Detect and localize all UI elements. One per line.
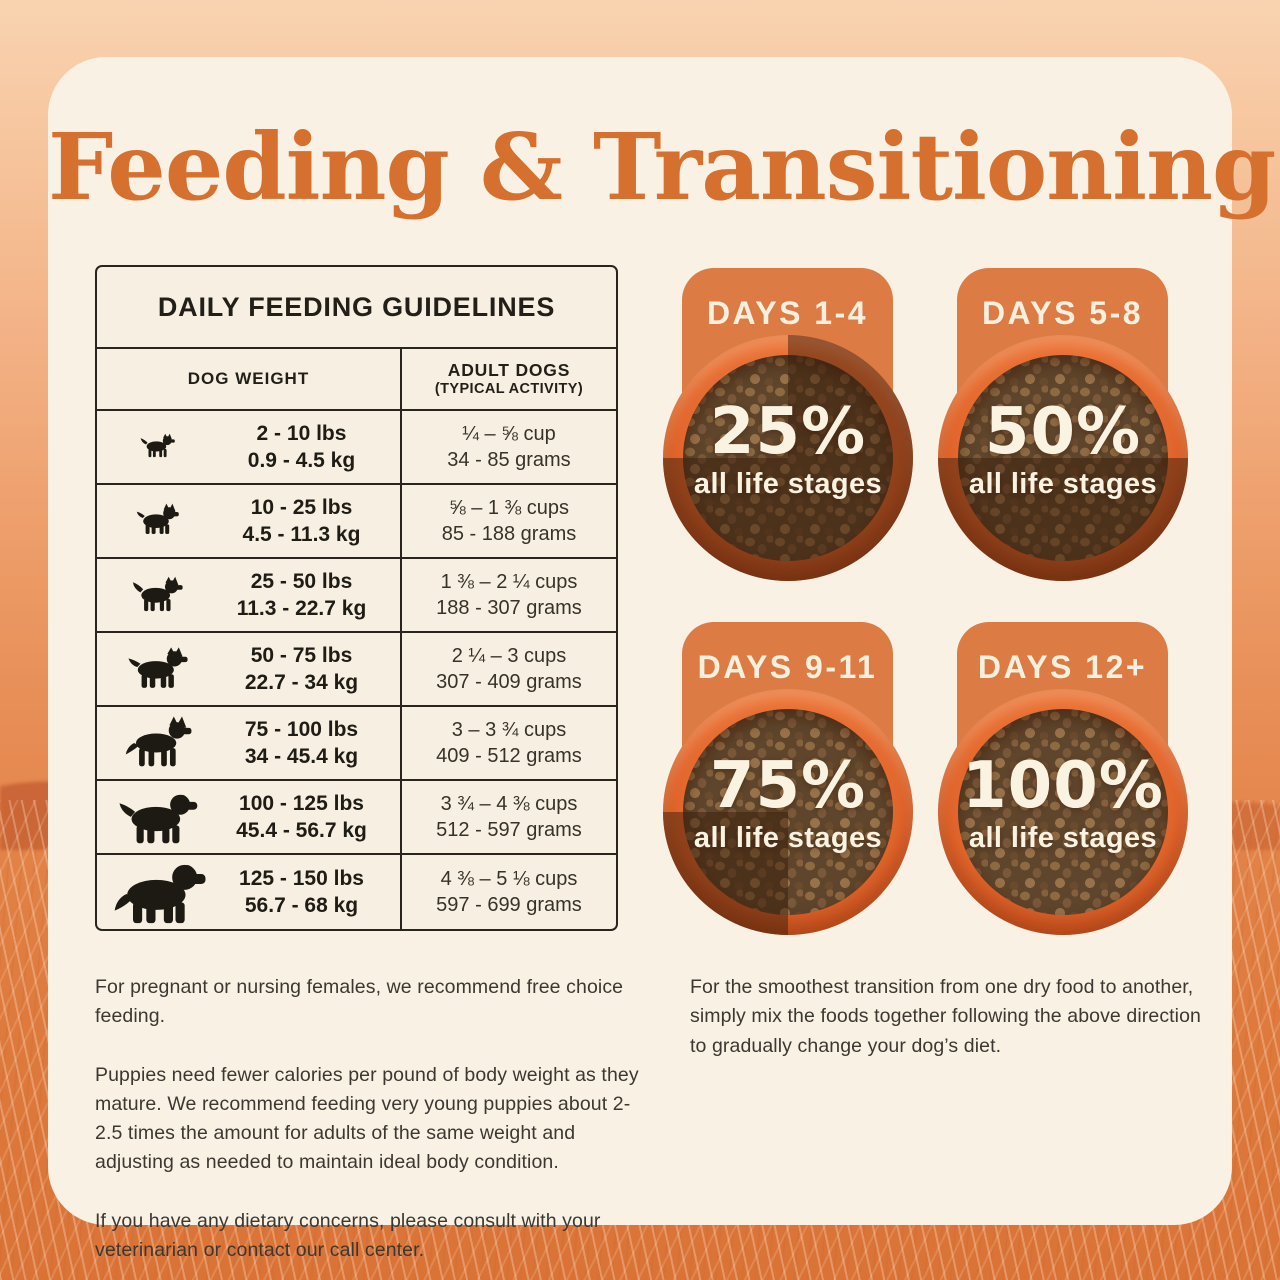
husky-icon — [97, 573, 219, 618]
kibble-bowl: 75% all life stages — [663, 689, 913, 935]
column-header-dog-weight: DOG WEIGHT — [97, 349, 402, 409]
mix-label: all life stages — [968, 821, 1158, 854]
page-title: Feeding & Transitioning — [48, 113, 1276, 221]
kibble-texture — [958, 355, 1168, 561]
mix-percent: 100% — [962, 748, 1164, 823]
kibble-texture — [683, 355, 893, 561]
weight-kg: 34 - 45.4 kg — [244, 745, 359, 768]
feeding-notes: For pregnant or nursing females, we reco… — [95, 973, 651, 1280]
amount-grams: 409 - 512 grams — [436, 745, 582, 767]
weight-lbs: 100 - 125 lbs — [239, 791, 364, 815]
kibble-texture — [683, 709, 893, 915]
mix-ratio-shade — [938, 335, 1188, 581]
amount-grams: 307 - 409 grams — [436, 671, 582, 693]
great-dane-icon — [97, 714, 219, 773]
weight-lbs: 25 - 50 lbs — [250, 569, 353, 593]
chihuahua-icon — [97, 431, 219, 464]
weight-kg: 0.9 - 4.5 kg — [247, 449, 356, 472]
mix-ratio-shade — [663, 335, 913, 581]
mix-ratio-shade — [663, 689, 913, 935]
kibble-bowl: 100% all life stages — [938, 689, 1188, 935]
kibble-texture — [958, 709, 1168, 915]
note-puppies: Puppies need fewer calories per pound of… — [95, 1063, 639, 1174]
table-row: 100 - 125 lbs 45.4 - 56.7 kg 3 ¾ – 4 ⅜ c… — [97, 781, 616, 855]
weight-kg: 4.5 - 11.3 kg — [242, 523, 361, 546]
weight-kg: 11.3 - 22.7 kg — [236, 597, 367, 620]
amount-cups: 3 – 3 ¾ cups — [451, 718, 567, 741]
weight-lbs: 10 - 25 lbs — [250, 495, 353, 519]
weight-kg: 56.7 - 68 kg — [244, 894, 359, 917]
kibble-bowl: 25% all life stages — [663, 335, 913, 581]
mix-percent: 75% — [709, 748, 867, 823]
weight-lbs: 50 - 75 lbs — [250, 643, 353, 667]
table-row: 50 - 75 lbs 22.7 - 34 kg 2 ¼ – 3 cups 30… — [97, 633, 616, 707]
amount-cups: 1 ⅜ – 2 ¼ cups — [440, 570, 578, 593]
note-dietary: If you have any dietary concerns, please… — [95, 1209, 601, 1261]
amount-grams: 597 - 699 grams — [436, 894, 582, 916]
content-card: Feeding & Transitioning DAILY FEEDING GU… — [48, 57, 1276, 1261]
mix-percent: 25% — [709, 394, 867, 469]
amount-grams: 34 - 85 grams — [447, 449, 571, 471]
amount-cups: ⅝ – 1 ⅜ cups — [448, 496, 570, 519]
note-transition: For the smoothest transition from one dr… — [690, 976, 1202, 1057]
mix-label: all life stages — [968, 467, 1158, 500]
weight-kg: 45.4 - 56.7 kg — [236, 819, 367, 842]
table-header-row: DOG WEIGHT ADULT DOGS (TYPICAL ACTIVITY) — [97, 349, 616, 411]
weight-lbs: 75 - 100 lbs — [244, 717, 359, 741]
weight-kg: 22.7 - 34 kg — [244, 671, 359, 694]
daily-feeding-guidelines-table: DAILY FEEDING GUIDELINES DOG WEIGHT ADUL… — [95, 265, 618, 931]
mix-percent: 50% — [984, 394, 1142, 469]
weight-lbs: 125 - 150 lbs — [239, 866, 364, 890]
weight-lbs: 2 - 10 lbs — [256, 421, 347, 445]
amount-grams: 512 - 597 grams — [436, 819, 582, 841]
amount-cups: 3 ¾ – 4 ⅜ cups — [440, 792, 578, 815]
amount-grams: 188 - 307 grams — [436, 597, 582, 619]
mix-label: all life stages — [693, 821, 883, 854]
labrador-icon — [97, 784, 219, 850]
note-pregnant: For pregnant or nursing females, we reco… — [95, 976, 624, 1028]
mix-label: all life stages — [693, 467, 883, 500]
pitbull-icon — [97, 643, 219, 695]
amount-cups: 2 ¼ – 3 cups — [451, 644, 567, 667]
table-row: 25 - 50 lbs 11.3 - 22.7 kg 1 ⅜ – 2 ¼ cup… — [97, 559, 616, 633]
newfoundland-icon — [97, 854, 219, 929]
table-row: 125 - 150 lbs 56.7 - 68 kg 4 ⅜ – 5 ⅛ cup… — [97, 855, 616, 929]
table-title: DAILY FEEDING GUIDELINES — [97, 267, 616, 349]
mix-ratio-shade — [938, 689, 1188, 935]
kibble-bowl: 50% all life stages — [938, 335, 1188, 581]
transition-note: For the smoothest transition from one dr… — [690, 973, 1202, 1090]
table-row: 2 - 10 lbs 0.9 - 4.5 kg ¼ – ⅝ cup 34 - 8… — [97, 411, 616, 485]
amount-grams: 85 - 188 grams — [441, 523, 577, 545]
column-header-adult-dogs: ADULT DOGS (TYPICAL ACTIVITY) — [434, 359, 584, 397]
table-row: 75 - 100 lbs 34 - 45.4 kg 3 – 3 ¾ cups 4… — [97, 707, 616, 781]
table-row: 10 - 25 lbs 4.5 - 11.3 kg ⅝ – 1 ⅜ cups 8… — [97, 485, 616, 559]
amount-cups: 4 ⅜ – 5 ⅛ cups — [440, 867, 578, 890]
french-bulldog-icon — [97, 501, 219, 541]
amount-cups: ¼ – ⅝ cup — [462, 422, 556, 445]
